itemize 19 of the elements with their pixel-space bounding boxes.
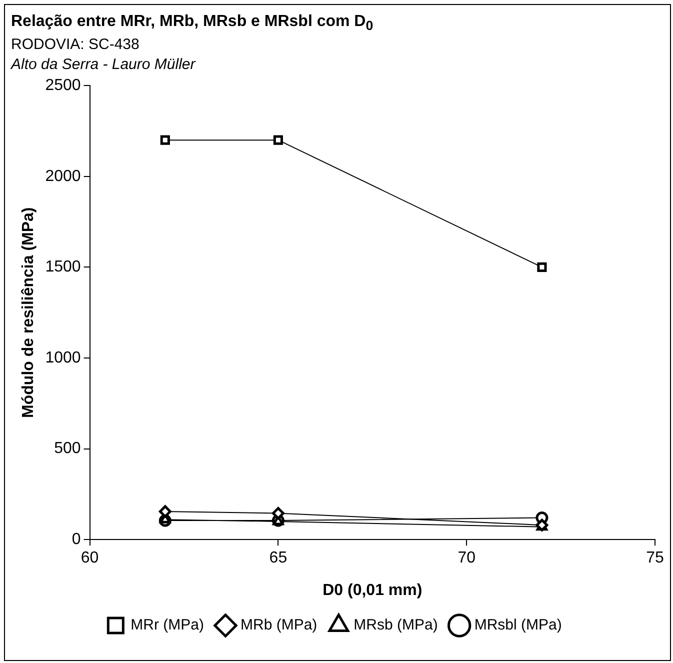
chart-subtitle: RODOVIA: SC-438 xyxy=(11,36,140,54)
x-tick-label: 75 xyxy=(646,550,664,567)
x-tick-label: 60 xyxy=(80,550,99,567)
y-tick-label: 2000 xyxy=(45,168,81,185)
y-tick-label: 0 xyxy=(72,531,81,548)
y-axis-title: Módulo de resiliência (MPa) xyxy=(20,207,38,418)
legend-label: MRr (MPa) xyxy=(130,616,204,634)
x-tick-label: 65 xyxy=(269,550,288,567)
chart-title: Relação entre MRr, MRb, MRsb e MRsbl com D$_{0}$ xyxy=(11,13,374,34)
y-tick-label: 1500 xyxy=(45,258,81,276)
legend-label: MRsbl (MPa) xyxy=(474,616,562,634)
y-tick-label: 1000 xyxy=(45,350,81,367)
legend-label: MRsb (MPa) xyxy=(354,616,438,634)
x-tick-label: 70 xyxy=(458,550,476,567)
y-tick-label: 500 xyxy=(54,440,81,458)
text: Alto da Serra - Lauro Müller xyxy=(11,56,197,74)
x-axis-title: D0 (0,01 mm) xyxy=(322,582,422,599)
legend-label: MRb (MPa) xyxy=(240,616,318,634)
y-tick-label: 2500 xyxy=(45,77,81,94)
